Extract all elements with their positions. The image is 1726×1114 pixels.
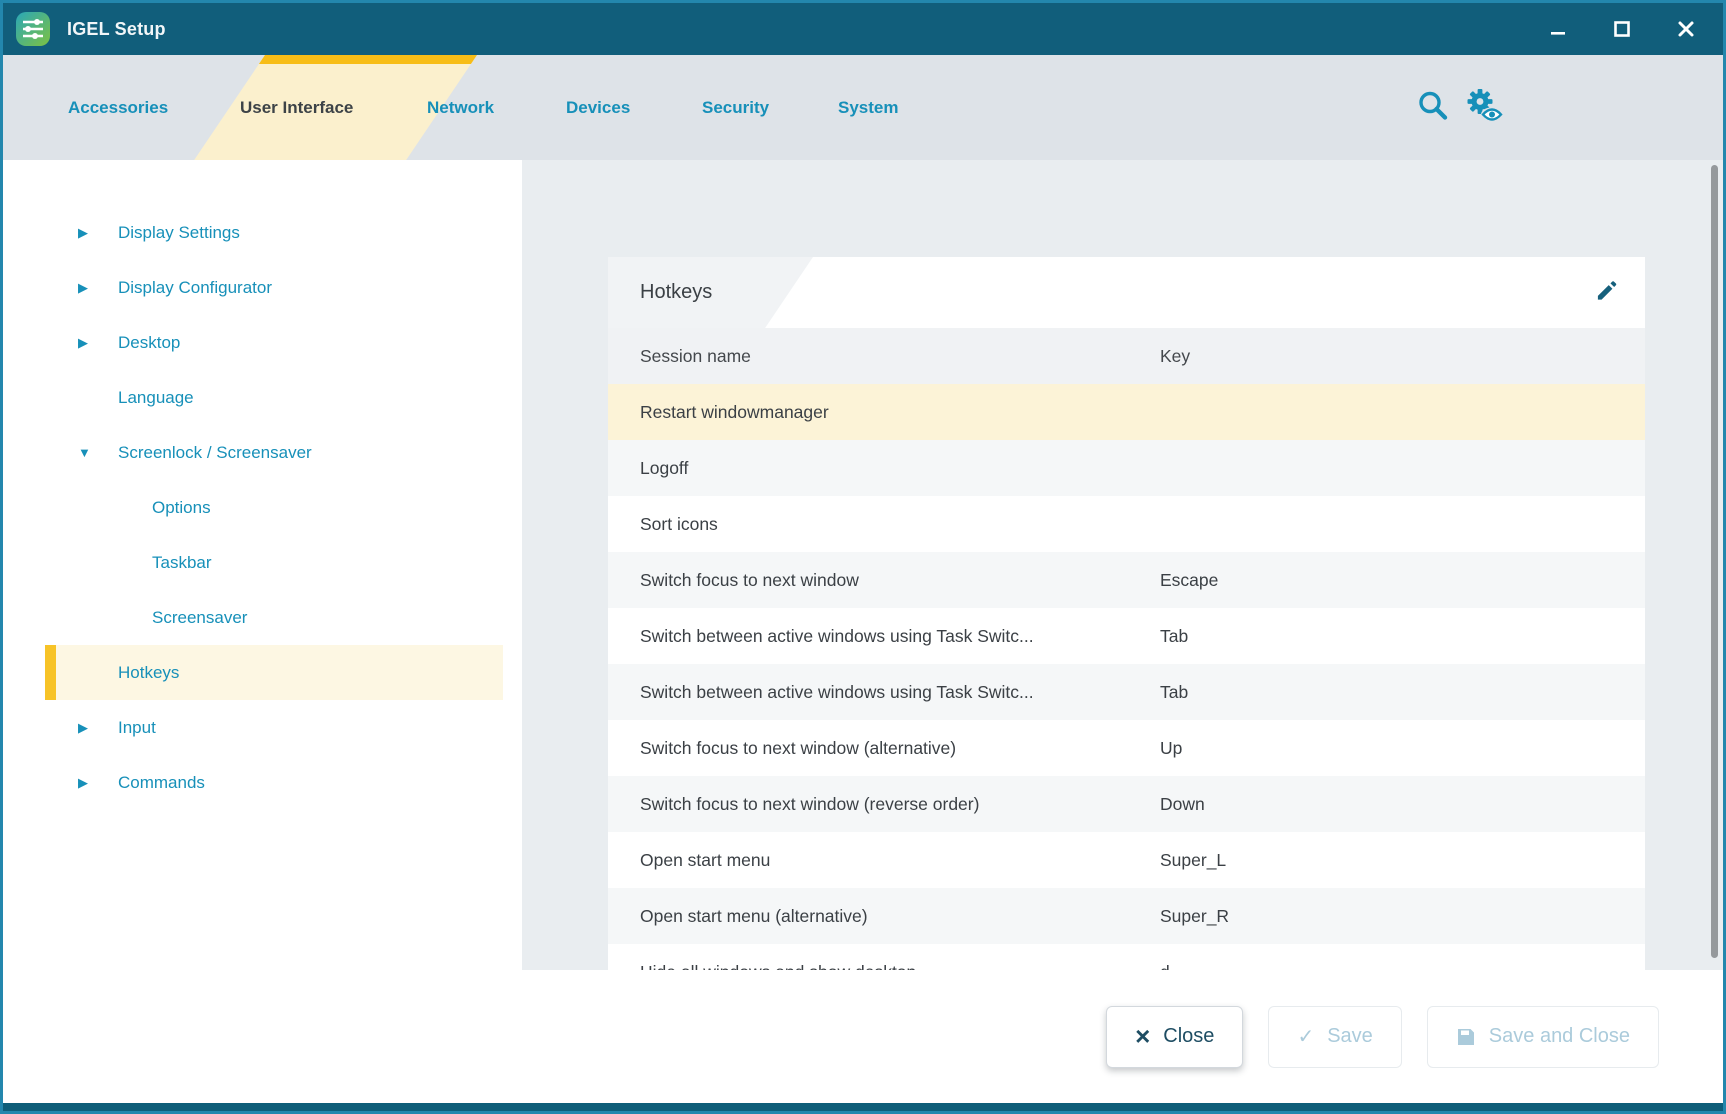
panel-header: Hotkeys: [608, 257, 1645, 328]
save-floppy-icon: [1457, 1028, 1474, 1045]
hotkeys-panel: Hotkeys Session name Key Restart windowm…: [608, 257, 1645, 970]
hotkeys-table: Restart windowmanager Logoff Sort icons …: [608, 384, 1645, 970]
minimize-icon: [1551, 32, 1565, 35]
check-icon: ✓: [1297, 1025, 1315, 1048]
chevron-right-icon: ▶: [78, 720, 88, 735]
close-button[interactable]: × Close: [1106, 1005, 1244, 1068]
close-icon: [1678, 21, 1694, 37]
sidebar-item-commands[interactable]: ▶ Commands: [78, 772, 205, 792]
chevron-right-icon: ▶: [78, 280, 88, 295]
content-area: Hotkeys Session name Key Restart windowm…: [522, 160, 1723, 970]
sidebar-item-desktop[interactable]: ▶ Desktop: [78, 332, 181, 352]
window-bottom-accent: [3, 1103, 1723, 1111]
table-header-row: Session name Key: [608, 328, 1645, 384]
chevron-right-icon: ▶: [78, 775, 88, 790]
save-button[interactable]: ✓ Save: [1268, 1005, 1402, 1068]
table-row-partial[interactable]: Hide all windows and show desktop d: [608, 944, 1645, 970]
tab-accessories[interactable]: Accessories: [68, 97, 169, 117]
search-icon: [1419, 91, 1448, 120]
window-controls: [1539, 3, 1705, 55]
tab-network[interactable]: Network: [427, 97, 495, 117]
table-row-task-switcher-2[interactable]: Switch between active windows using Task…: [608, 664, 1645, 720]
tab-user-interface[interactable]: User Interface: [240, 97, 354, 117]
table-row-open-start-menu-alternative[interactable]: Open start menu (alternative) Super_R: [608, 888, 1645, 944]
chevron-right-icon: ▶: [78, 335, 88, 350]
sidebar-item-options[interactable]: Options: [152, 497, 211, 517]
sidebar-item-input[interactable]: ▶ Input: [78, 717, 156, 737]
close-button-label: Close: [1163, 1025, 1215, 1047]
close-window-button[interactable]: [1667, 10, 1705, 48]
view-settings-button[interactable]: [1463, 85, 1505, 130]
table-row-open-start-menu[interactable]: Open start menu Super_L: [608, 832, 1645, 888]
title-bar: IGEL Setup: [3, 3, 1723, 55]
active-tab-accent: [258, 55, 477, 64]
sidebar-item-screensaver[interactable]: Screensaver: [152, 607, 248, 627]
main-area: ▶ Display Settings ▶ Display Configurato…: [3, 160, 1723, 970]
pencil-icon: [1597, 280, 1617, 300]
window-title: IGEL Setup: [67, 18, 166, 39]
table-row-restart-windowmanager[interactable]: Restart windowmanager: [608, 384, 1645, 440]
sidebar-item-display-settings[interactable]: ▶ Display Settings: [78, 222, 240, 242]
chevron-down-icon: ▼: [78, 445, 91, 460]
footer-button-bar: × Close ✓ Save Save and Close: [3, 970, 1723, 1103]
vertical-scrollbar-thumb[interactable]: [1711, 165, 1718, 958]
category-tab-bar: Accessories User Interface Network Devic…: [3, 55, 1723, 160]
maximize-button[interactable]: [1603, 10, 1641, 48]
table-row-task-switcher-1[interactable]: Switch between active windows using Task…: [608, 608, 1645, 664]
table-row-logoff[interactable]: Logoff: [608, 440, 1645, 496]
chevron-right-icon: ▶: [78, 225, 88, 240]
tab-devices[interactable]: Devices: [566, 97, 631, 117]
save-button-label: Save: [1327, 1025, 1373, 1047]
panel-title: Hotkeys: [640, 281, 713, 303]
edit-button[interactable]: [1594, 277, 1620, 308]
save-and-close-button-label: Save and Close: [1488, 1025, 1630, 1047]
sidebar-item-display-configurator[interactable]: ▶ Display Configurator: [78, 277, 273, 297]
minimize-button[interactable]: [1539, 10, 1577, 48]
settings-tree: ▶ Display Settings ▶ Display Configurato…: [3, 160, 522, 970]
table-row-switch-focus-reverse[interactable]: Switch focus to next window (reverse ord…: [608, 776, 1645, 832]
app-logo-icon: [16, 12, 50, 46]
save-and-close-button[interactable]: Save and Close: [1426, 1005, 1659, 1068]
sidebar-item-screenlock-screensaver[interactable]: ▼ Screenlock / Screensaver: [78, 442, 312, 462]
tab-system[interactable]: System: [838, 97, 899, 117]
search-button[interactable]: [1415, 87, 1451, 128]
tab-security[interactable]: Security: [702, 97, 770, 117]
gear-eye-icon: [1467, 88, 1503, 122]
maximize-icon: [1614, 21, 1630, 37]
table-row-switch-focus[interactable]: Switch focus to next window Escape: [608, 552, 1645, 608]
table-row-sort-icons[interactable]: Sort icons: [608, 496, 1645, 552]
column-header-session-name: Session name: [640, 345, 751, 366]
sidebar-item-hotkeys[interactable]: Hotkeys: [45, 645, 503, 700]
close-x-icon: ×: [1135, 1020, 1151, 1051]
column-header-key: Key: [1160, 345, 1191, 366]
sidebar-item-language[interactable]: Language: [118, 387, 194, 407]
sidebar-item-taskbar[interactable]: Taskbar: [152, 552, 212, 572]
table-row-switch-focus-alternative[interactable]: Switch focus to next window (alternative…: [608, 720, 1645, 776]
